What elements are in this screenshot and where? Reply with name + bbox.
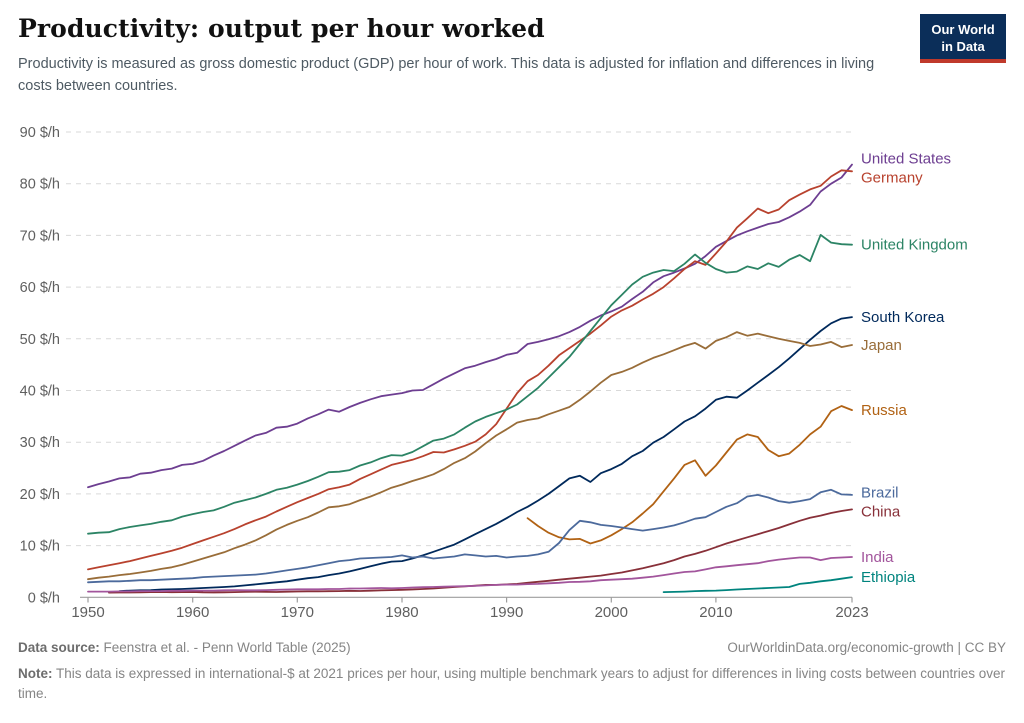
- owid-logo-accent-strip: [920, 59, 1006, 63]
- series-label-japan[interactable]: Japan: [861, 337, 902, 354]
- x-tick-label-1950: 1950: [71, 604, 104, 621]
- series-line-ethiopia[interactable]: [662, 576, 853, 593]
- y-tick-label-0: 0 $/h: [28, 590, 60, 606]
- series-label-united-states[interactable]: United States: [861, 150, 951, 167]
- x-tick-label-2023: 2023: [835, 604, 868, 621]
- x-tick-label-1980: 1980: [385, 604, 418, 621]
- series-label-russia[interactable]: Russia: [861, 402, 908, 419]
- series-label-united-kingdom[interactable]: United Kingdom: [861, 237, 968, 254]
- series-line-united-states[interactable]: [87, 163, 853, 489]
- y-tick-label-60: 60 $/h: [20, 280, 60, 296]
- series-line-south-korea[interactable]: [118, 316, 853, 592]
- y-tick-label-20: 20 $/h: [20, 487, 60, 503]
- series-label-brazil[interactable]: Brazil: [861, 485, 899, 502]
- owid-link[interactable]: OurWorldinData.org/economic-growth | CC …: [727, 640, 1006, 655]
- data-source: Data source: Feenstra et al. - Penn Worl…: [18, 640, 351, 655]
- x-tick-label-1960: 1960: [176, 604, 209, 621]
- x-tick-label-2010: 2010: [699, 604, 732, 621]
- chart-subtitle: Productivity is measured as gross domest…: [18, 56, 875, 95]
- note-text: This data is expressed in international-…: [18, 666, 1006, 702]
- data-source-label: Data source:: [18, 640, 100, 655]
- series-line-japan[interactable]: [87, 331, 853, 581]
- y-tick-label-10: 10 $/h: [20, 539, 60, 555]
- owid-logo-line2: in Data: [941, 38, 985, 54]
- owid-logo-line1: Our World: [931, 22, 995, 38]
- y-tick-label-80: 80 $/h: [20, 177, 60, 193]
- y-tick-label-90: 90 $/h: [20, 125, 60, 141]
- series-line-russia[interactable]: [526, 405, 853, 545]
- series-label-india[interactable]: India: [861, 549, 894, 566]
- series-line-germany[interactable]: [87, 169, 853, 571]
- x-tick-label-1970: 1970: [281, 604, 314, 621]
- data-source-value: Feenstra et al. - Penn World Table (2025…: [103, 640, 351, 655]
- series-line-brazil[interactable]: [87, 488, 853, 584]
- owid-logo[interactable]: Our World in Data: [920, 14, 1006, 63]
- series-line-india[interactable]: [87, 556, 853, 593]
- chart-header: Productivity: output per hour worked Pro…: [18, 14, 1006, 98]
- page-title: Productivity: output per hour worked: [18, 14, 545, 43]
- series-label-china[interactable]: China: [861, 504, 901, 521]
- x-tick-label-2000: 2000: [595, 604, 628, 621]
- chart-note: Note: This data is expressed in internat…: [18, 664, 1006, 705]
- x-tick-label-1990: 1990: [490, 604, 523, 621]
- series-line-united-kingdom[interactable]: [87, 233, 853, 535]
- series-label-south-korea[interactable]: South Korea: [861, 309, 945, 326]
- note-label: Note:: [18, 666, 53, 681]
- y-tick-label-30: 30 $/h: [20, 435, 60, 451]
- series-line-china[interactable]: [108, 508, 853, 594]
- series-label-germany[interactable]: Germany: [861, 169, 923, 186]
- chart-footer: Data source: Feenstra et al. - Penn Worl…: [18, 640, 1006, 705]
- series-label-ethiopia[interactable]: Ethiopia: [861, 569, 916, 586]
- y-tick-label-40: 40 $/h: [20, 384, 60, 400]
- y-tick-label-50: 50 $/h: [20, 332, 60, 348]
- y-tick-label-70: 70 $/h: [20, 228, 60, 244]
